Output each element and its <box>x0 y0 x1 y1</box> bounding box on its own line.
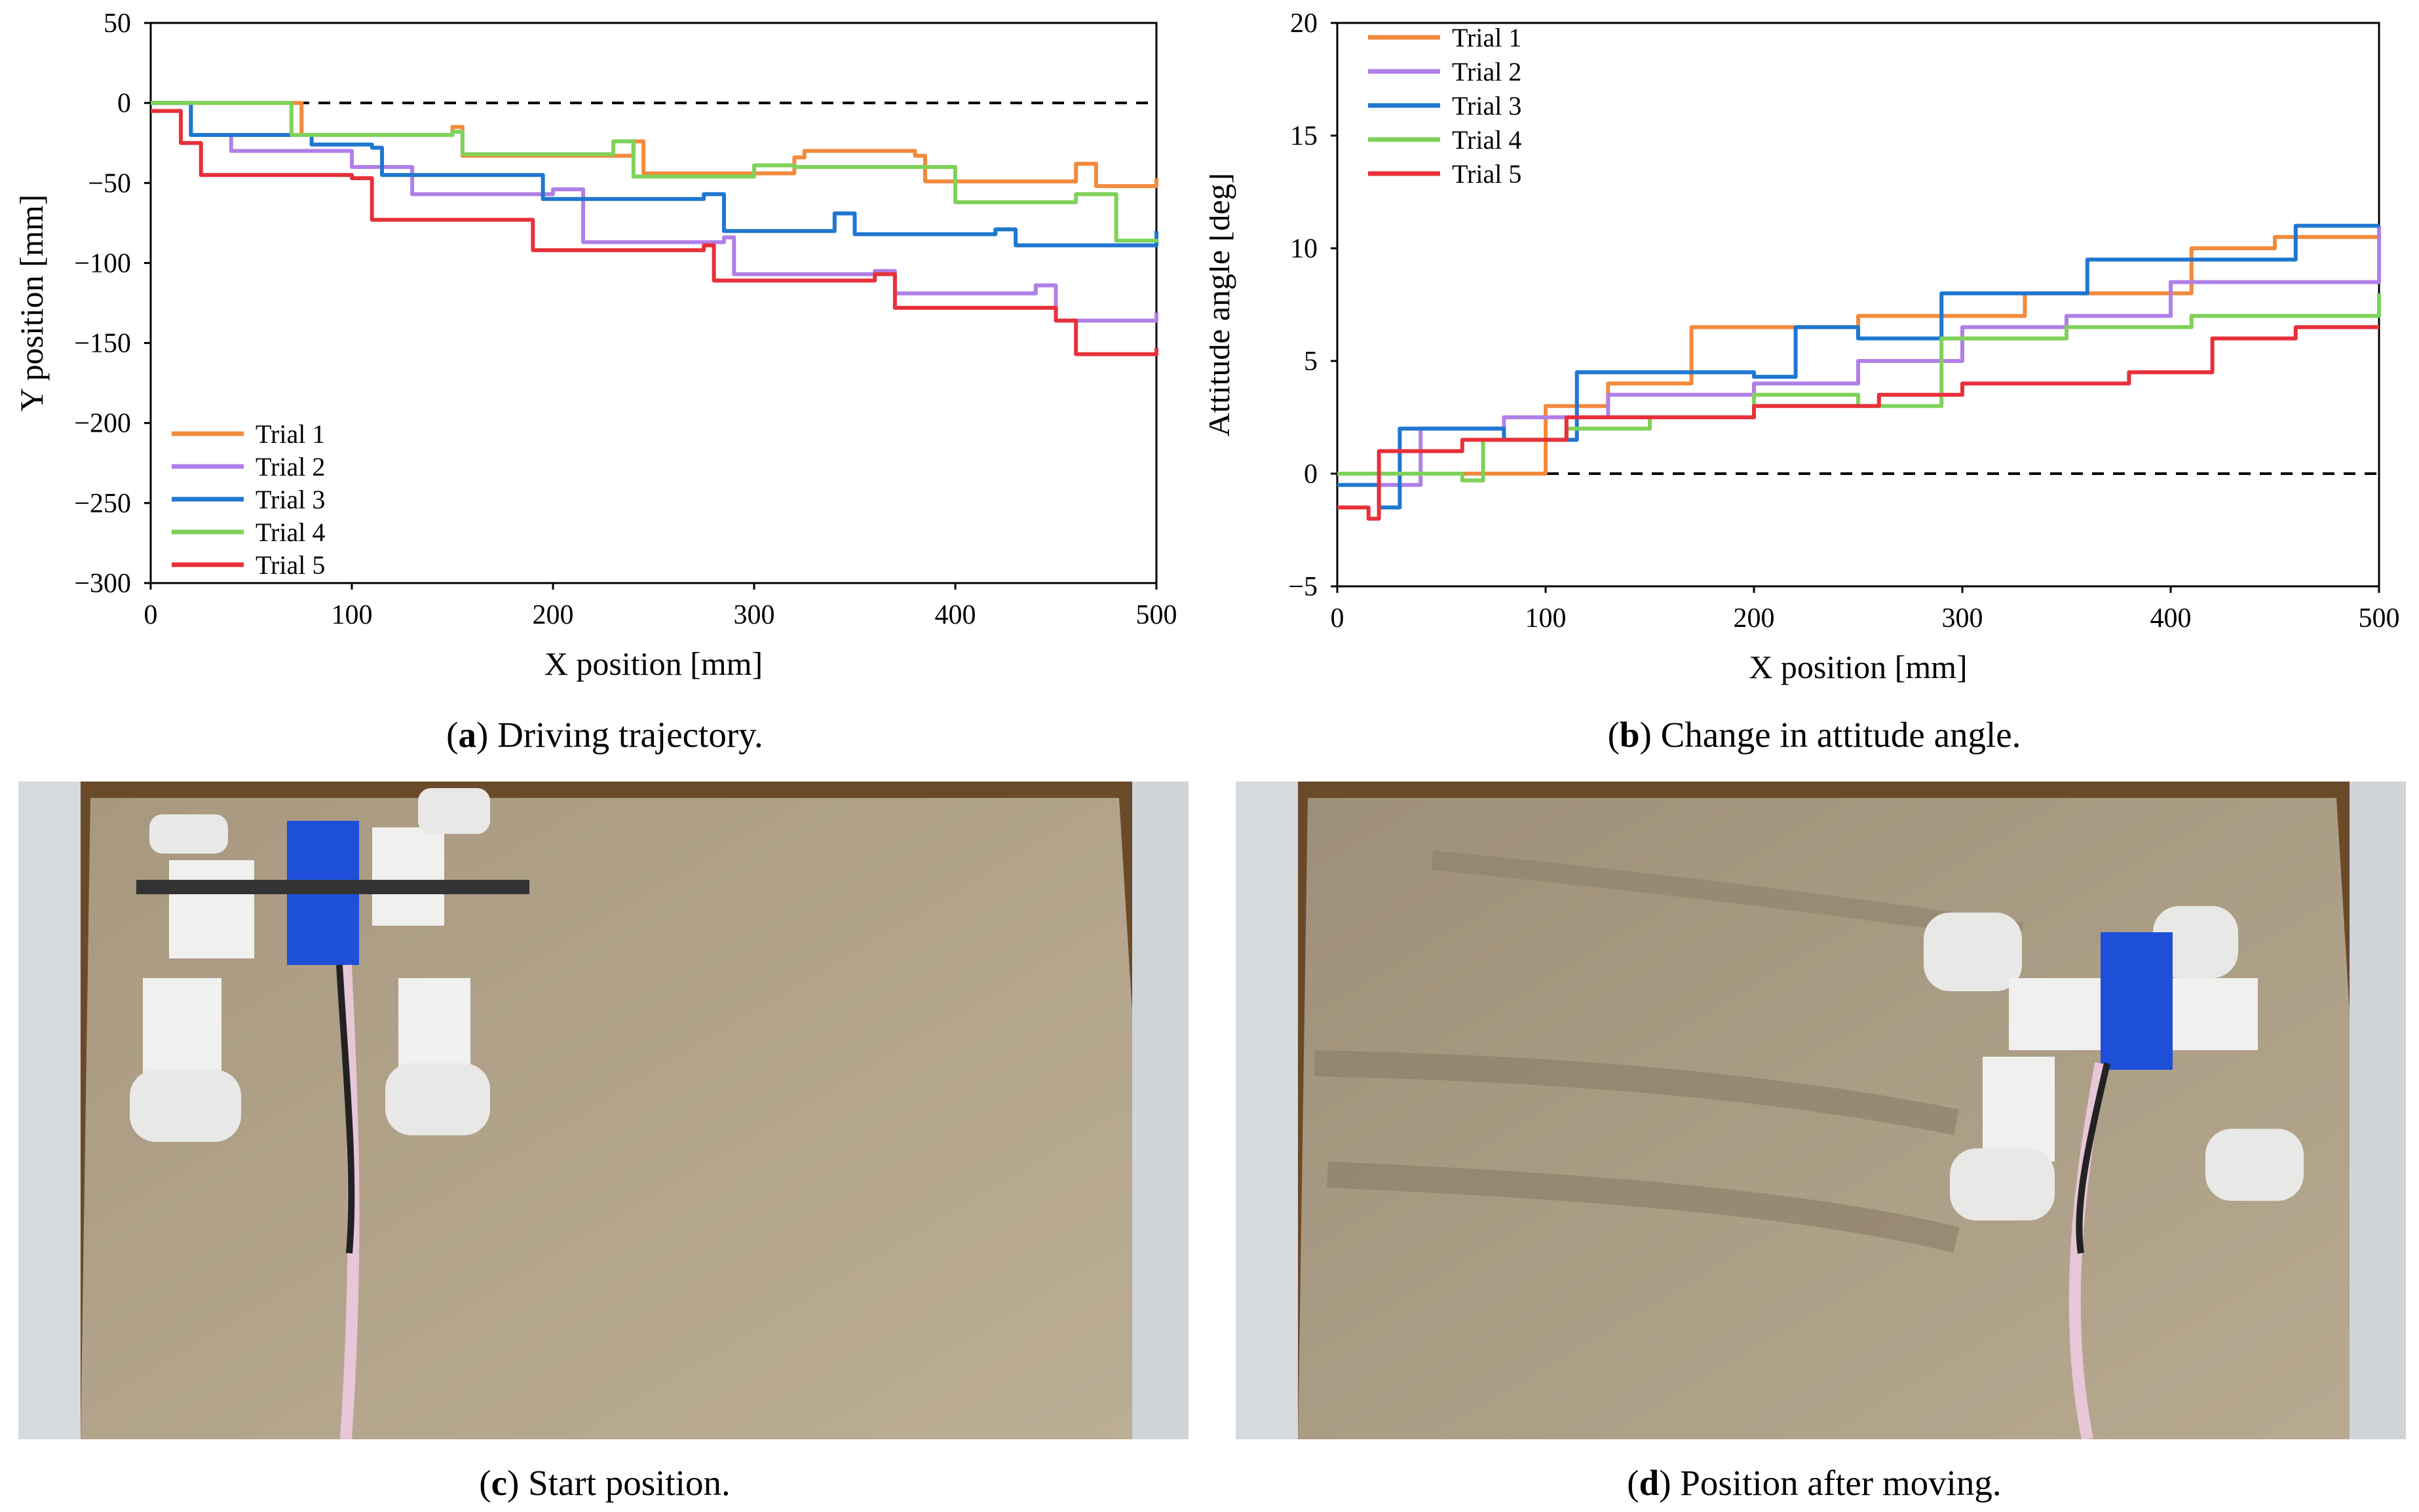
series-line-3 <box>151 101 1158 248</box>
x-tick-label: 100 <box>332 600 373 630</box>
x-tick-label: 300 <box>1942 603 1983 633</box>
caption-c: (c) Start position. <box>479 1463 731 1503</box>
y-axis-label: Attitude angle [deg] <box>1210 173 1236 437</box>
caption-a: (a) Driving trajectory. <box>446 715 763 755</box>
y-tick-label: −5 <box>1288 572 1318 602</box>
series-line-4 <box>1337 293 2381 483</box>
robot <box>130 788 529 1439</box>
y-tick-label: 15 <box>1290 121 1318 151</box>
y-tick-label: 0 <box>1304 459 1318 489</box>
photo-position-after-moving <box>1236 782 2406 1439</box>
plot-frame <box>149 22 1158 584</box>
x-axis-label: X position [mm] <box>544 645 763 682</box>
x-tick-label: 200 <box>1734 603 1775 633</box>
legend-label-4: Trial 4 <box>256 518 325 547</box>
series-line-3 <box>1337 223 2379 510</box>
x-tick-label: 400 <box>935 600 976 630</box>
legend-label-5: Trial 5 <box>256 550 325 580</box>
x-tick-label: 500 <box>2359 603 2400 633</box>
y-tick-label: −250 <box>74 489 131 519</box>
x-tick-label: 300 <box>734 600 775 630</box>
series-line-5 <box>151 109 1158 356</box>
legend-label-1: Trial 1 <box>256 419 325 449</box>
caption-d: (d) Position after moving. <box>1627 1463 2002 1503</box>
y-tick-label: 10 <box>1290 234 1318 264</box>
x-tick-label: 100 <box>1525 603 1567 633</box>
legend-label-3: Trial 3 <box>256 485 325 514</box>
legend-label-1: Trial 1 <box>1452 23 1521 52</box>
caption-b: (b) Change in attitude angle. <box>1607 715 2021 755</box>
y-tick-label: −300 <box>74 569 131 599</box>
y-tick-label: −100 <box>74 248 131 278</box>
y-tick-label: −50 <box>88 168 131 198</box>
y-tick-label: 50 <box>104 9 131 39</box>
series-line-1 <box>1337 235 2379 476</box>
series-line-4 <box>151 101 1158 243</box>
robot <box>1924 906 2304 1439</box>
series-line-2 <box>151 101 1158 323</box>
series-line-2 <box>1337 225 2381 487</box>
y-tick-label: 0 <box>117 88 131 119</box>
y-tick-label: 5 <box>1304 347 1318 377</box>
x-tick-label: 400 <box>2150 603 2192 633</box>
series-line-5 <box>1337 325 2379 521</box>
legend-label-4: Trial 4 <box>1452 125 1521 155</box>
y-axis-label: Y position [mm] <box>13 195 50 411</box>
legend-label-3: Trial 3 <box>1452 91 1521 121</box>
chart-driving-trajectory: 0 100 200 300 400 500500−50−100−150−200−250−3… <box>13 9 1177 682</box>
legend-label-2: Trial 2 <box>256 452 325 482</box>
photo-start-position <box>18 782 1189 1439</box>
legend-label-2: Trial 2 <box>1452 57 1521 86</box>
x-tick-label: 0 <box>144 600 158 630</box>
x-tick-label: 200 <box>533 600 574 630</box>
y-tick-label: 20 <box>1290 9 1318 39</box>
x-axis-label: X position [mm] <box>1749 649 1967 685</box>
x-tick-label: 0 <box>1331 603 1344 633</box>
y-tick-label: −150 <box>74 329 131 359</box>
chart-attitude-angle: 0 100 200 300 400 500 20 15 10 5 0 −5 X position [mm… <box>1210 9 2400 685</box>
x-tick-label: 500 <box>1136 600 1177 630</box>
y-tick-label: −200 <box>74 409 131 439</box>
legend-label-5: Trial 5 <box>1452 159 1521 189</box>
